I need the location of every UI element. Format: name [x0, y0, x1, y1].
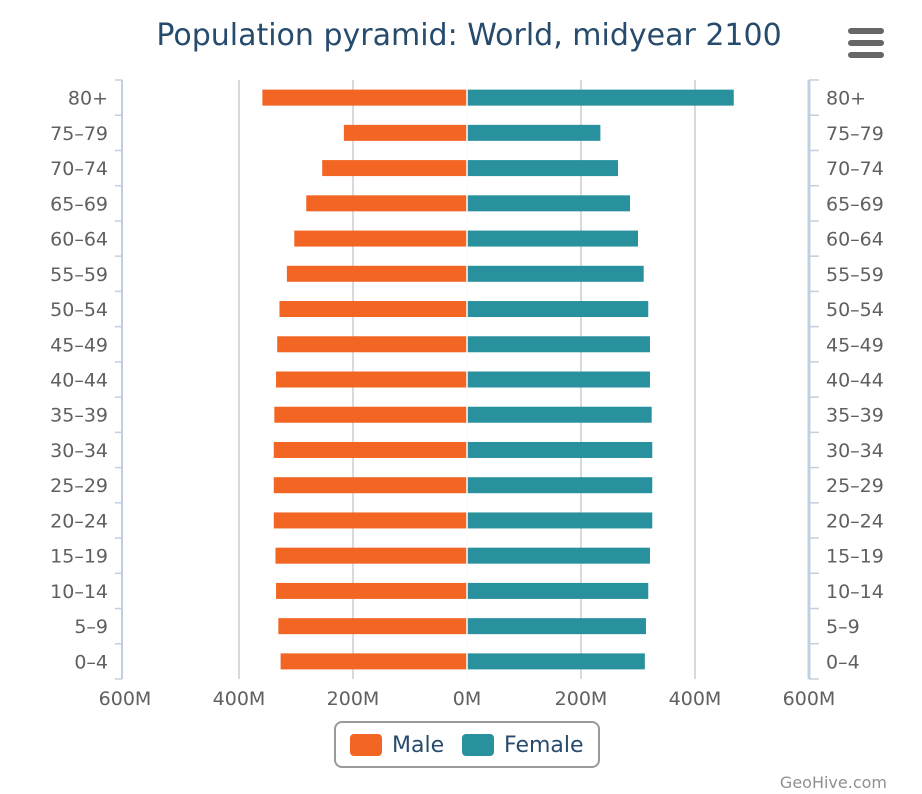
- y-tick-label-left: 0–4: [74, 651, 108, 673]
- bar-male[interactable]: [273, 477, 467, 494]
- y-tick-label-left: 75–79: [50, 123, 108, 145]
- bar-female[interactable]: [467, 653, 645, 670]
- x-tick-label: 200M: [327, 688, 380, 710]
- y-tick-label-right: 35–39: [826, 405, 884, 427]
- bar-female[interactable]: [467, 336, 650, 353]
- bar-female[interactable]: [467, 301, 649, 318]
- bar-male[interactable]: [276, 371, 467, 388]
- bar-male[interactable]: [273, 512, 467, 529]
- y-tick-label-left: 10–14: [50, 581, 108, 603]
- bar-male[interactable]: [306, 195, 467, 212]
- bar-female[interactable]: [467, 230, 638, 247]
- bar-female[interactable]: [467, 160, 619, 177]
- bar-male[interactable]: [294, 230, 467, 247]
- hamburger-menu-icon[interactable]: [848, 28, 884, 58]
- x-tick-label: 600M: [99, 688, 152, 710]
- y-tick-label-right: 45–49: [826, 334, 884, 356]
- y-tick-label-right: 65–69: [826, 193, 884, 215]
- chart-title: Population pyramid: World, midyear 2100: [156, 18, 782, 53]
- y-tick-label-right: 40–44: [826, 370, 884, 392]
- y-tick-label-right: 25–29: [826, 475, 884, 497]
- y-tick-label-right: 15–19: [826, 546, 884, 568]
- x-tick-label: 600M: [783, 688, 836, 710]
- y-tick-label-right: 70–74: [826, 158, 884, 180]
- legend: Male Female: [334, 721, 600, 768]
- bar-male[interactable]: [322, 160, 467, 177]
- y-tick-label-right: 50–54: [826, 299, 884, 321]
- y-tick-label-right: 80+: [826, 88, 866, 110]
- y-tick-label-left: 80+: [68, 88, 108, 110]
- x-tick-label: 400M: [669, 688, 722, 710]
- legend-label-male: Male: [392, 732, 445, 758]
- bar-female[interactable]: [467, 265, 644, 282]
- bar-male[interactable]: [278, 618, 467, 635]
- bar-male[interactable]: [277, 336, 467, 353]
- bar-female[interactable]: [467, 89, 734, 106]
- bar-male[interactable]: [274, 406, 467, 423]
- bar-male[interactable]: [273, 441, 467, 458]
- bar-female[interactable]: [467, 441, 653, 458]
- bar-female[interactable]: [467, 547, 650, 564]
- legend-item-female[interactable]: Female: [462, 732, 584, 758]
- y-tick-label-right: 0–4: [826, 651, 860, 673]
- bar-female[interactable]: [467, 512, 653, 529]
- bar-male[interactable]: [279, 301, 467, 318]
- bar-female[interactable]: [467, 124, 601, 141]
- bar-female[interactable]: [467, 371, 650, 388]
- credits-link[interactable]: GeoHive.com: [779, 773, 887, 792]
- y-tick-label-left: 5–9: [74, 616, 108, 638]
- x-tick-label: 0M: [453, 688, 481, 710]
- bar-female[interactable]: [467, 618, 646, 635]
- bar-male[interactable]: [286, 265, 467, 282]
- y-tick-label-left: 35–39: [50, 405, 108, 427]
- y-tick-label-right: 55–59: [826, 264, 884, 286]
- x-tick-label: 400M: [213, 688, 266, 710]
- x-tick-label: 200M: [555, 688, 608, 710]
- bar-male[interactable]: [262, 89, 467, 106]
- y-tick-label-right: 10–14: [826, 581, 884, 603]
- y-tick-label-right: 20–24: [826, 510, 884, 532]
- legend-swatch-male: [350, 734, 382, 756]
- y-tick-label-right: 75–79: [826, 123, 884, 145]
- bar-female[interactable]: [467, 406, 652, 423]
- bar-female[interactable]: [467, 195, 631, 212]
- bar-male[interactable]: [275, 547, 467, 564]
- bar-female[interactable]: [467, 477, 653, 494]
- y-tick-label-left: 50–54: [50, 299, 108, 321]
- y-tick-label-right: 30–34: [826, 440, 884, 462]
- bar-male[interactable]: [276, 582, 467, 599]
- legend-swatch-female: [462, 734, 494, 756]
- y-tick-label-left: 30–34: [50, 440, 108, 462]
- y-tick-label-left: 20–24: [50, 510, 108, 532]
- y-tick-label-right: 5–9: [826, 616, 860, 638]
- bar-female[interactable]: [467, 582, 649, 599]
- y-tick-label-right: 60–64: [826, 229, 884, 251]
- y-tick-label-left: 40–44: [50, 370, 108, 392]
- y-tick-label-left: 65–69: [50, 193, 108, 215]
- y-tick-label-left: 70–74: [50, 158, 108, 180]
- bar-male[interactable]: [280, 653, 467, 670]
- y-tick-label-left: 60–64: [50, 229, 108, 251]
- y-tick-label-left: 55–59: [50, 264, 108, 286]
- y-tick-label-left: 45–49: [50, 334, 108, 356]
- y-tick-label-left: 25–29: [50, 475, 108, 497]
- bar-male[interactable]: [343, 124, 467, 141]
- y-tick-label-left: 15–19: [50, 546, 108, 568]
- legend-item-male[interactable]: Male: [350, 732, 444, 758]
- legend-label-female: Female: [504, 732, 584, 758]
